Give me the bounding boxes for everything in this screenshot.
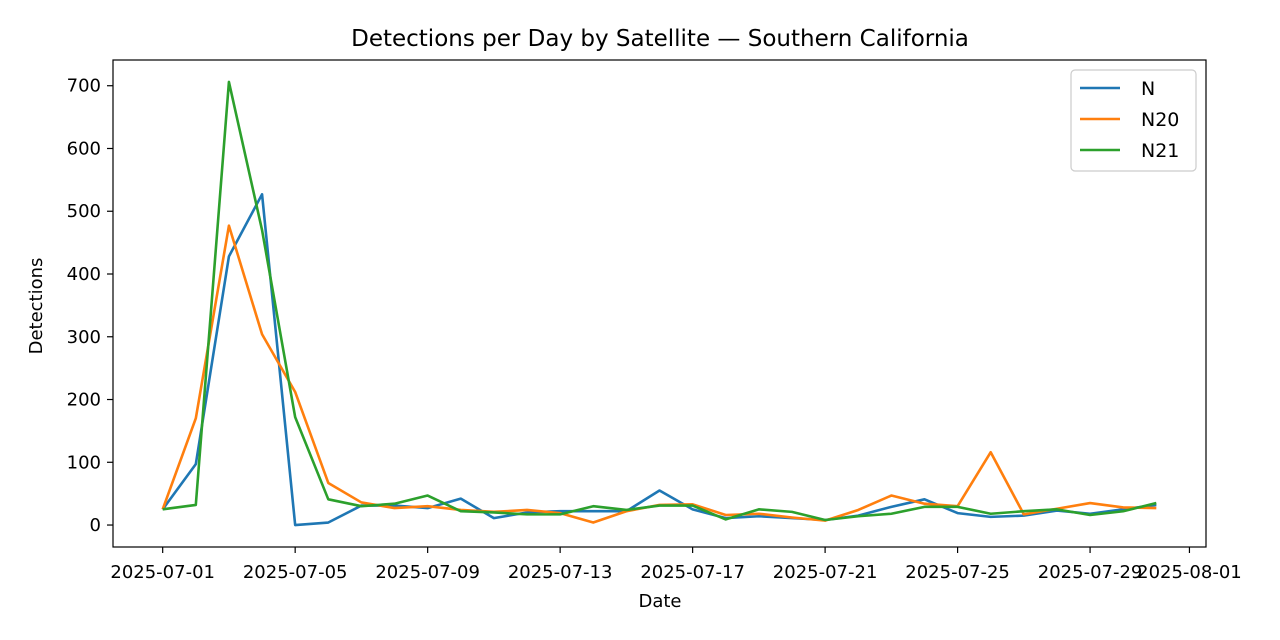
series-line-n — [161, 193, 1157, 527]
y-tick-label: 200 — [67, 390, 101, 411]
x-tick-label: 2025-07-17 — [640, 562, 745, 583]
series-line-n20 — [161, 224, 1157, 524]
legend-box — [1070, 69, 1197, 172]
y-tick-label: 700 — [67, 76, 101, 97]
y-tick-label: 100 — [67, 452, 101, 473]
x-tick-label: 2025-07-01 — [110, 562, 215, 583]
legend: N N20 N21 — [1070, 69, 1197, 172]
plot-frame — [112, 59, 1207, 548]
x-tick-label: 2025-07-29 — [1038, 562, 1143, 583]
y-tick-label: 600 — [67, 138, 101, 159]
y-axis-label: Detections — [26, 258, 47, 355]
legend-label-n20: N20 — [1141, 109, 1179, 131]
legend-label-n21: N21 — [1141, 140, 1179, 162]
chart-title: Detections per Day by Satellite — Southe… — [351, 26, 969, 52]
legend-label-n: N — [1141, 78, 1155, 100]
x-tick-label: 2025-08-01 — [1137, 562, 1242, 583]
x-tick-label: 2025-07-21 — [773, 562, 878, 583]
y-tick-label: 500 — [67, 201, 101, 222]
y-tick-label: 300 — [67, 327, 101, 348]
plot-area: 0 100 200 300 400 500 600 700 2025-07-01 2025-07-… — [67, 59, 1242, 583]
x-tick-label: 2025-07-13 — [508, 562, 613, 583]
y-tick-label: 0 — [90, 515, 101, 536]
y-tick-label: 400 — [67, 264, 101, 285]
x-tick-label: 2025-07-25 — [905, 562, 1010, 583]
x-axis-label: Date — [638, 591, 681, 612]
x-tick-label: 2025-07-09 — [375, 562, 480, 583]
x-tick-label: 2025-07-05 — [243, 562, 348, 583]
series-line-n21 — [162, 80, 1157, 522]
